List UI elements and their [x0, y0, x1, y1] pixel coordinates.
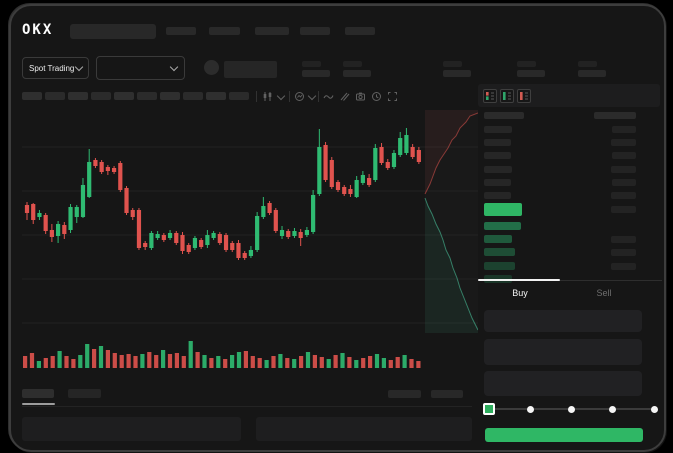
buy-tab-indicator — [478, 279, 560, 281]
indicators-icon[interactable] — [294, 91, 305, 102]
timeframe-button-4[interactable] — [91, 92, 111, 100]
market-type-dropdown[interactable]: Spot Trading — [22, 57, 89, 79]
timeframe-button-9[interactable] — [206, 92, 226, 100]
coin-icon — [204, 60, 219, 75]
orderbook-col-amount-header — [594, 112, 636, 119]
total-input[interactable] — [484, 371, 642, 396]
timeframe-button-8[interactable] — [183, 92, 203, 100]
line-tool-icon[interactable] — [323, 91, 334, 102]
ask-amount — [611, 139, 636, 147]
bid-row[interactable] — [478, 274, 662, 283]
ask-price — [484, 126, 512, 133]
ask-row[interactable] — [478, 139, 662, 147]
tab-buy[interactable]: Buy — [512, 288, 528, 298]
bid-price — [484, 248, 515, 257]
active-tab-underline — [22, 403, 55, 405]
nav-item-5[interactable] — [345, 27, 375, 35]
ask-price — [484, 152, 511, 160]
orderbook-view-asks-icon[interactable] — [517, 89, 531, 103]
timeframe-button-10[interactable] — [229, 92, 249, 100]
bid-row[interactable] — [478, 261, 662, 270]
chevron-down-icon[interactable] — [307, 91, 317, 101]
timeframe-button-5[interactable] — [114, 92, 134, 100]
ask-row[interactable] — [478, 152, 662, 160]
ask-amount — [612, 152, 636, 160]
chart-type-icon[interactable] — [262, 91, 273, 102]
divider — [22, 406, 472, 407]
amount-input[interactable] — [484, 339, 642, 365]
ask-amount — [611, 165, 636, 173]
pair-dropdown[interactable] — [96, 56, 185, 80]
nav-item-2[interactable] — [209, 27, 240, 35]
screenshot-icon[interactable] — [355, 91, 366, 102]
okx-logo: OKX — [22, 22, 54, 38]
ask-row[interactable] — [478, 126, 662, 134]
candlestick-chart — [22, 110, 478, 333]
bid-amount — [611, 236, 636, 244]
nav-item-4[interactable] — [300, 27, 330, 35]
draw-tool-icon[interactable] — [339, 91, 350, 102]
orders-tab-2[interactable] — [68, 389, 101, 398]
chevron-down-icon — [74, 62, 84, 72]
ask-row[interactable] — [478, 165, 662, 174]
slider-stop-50[interactable] — [568, 405, 575, 413]
tab-sell[interactable]: Sell — [596, 288, 612, 298]
orders-tab-active[interactable] — [22, 389, 54, 398]
orders-panel-left — [22, 417, 241, 441]
bid-price — [484, 274, 512, 283]
ask-price — [484, 192, 511, 199]
ask-price — [484, 178, 511, 186]
amount-slider-handle[interactable] — [483, 403, 495, 415]
slider-stop-100[interactable] — [650, 405, 658, 413]
orderbook-last-price[interactable] — [484, 203, 522, 216]
timeframe-button-2[interactable] — [45, 92, 65, 100]
volume-chart — [23, 341, 421, 368]
bid-row[interactable] — [478, 235, 662, 244]
slider-stop-75[interactable] — [609, 405, 617, 413]
chevron-down-icon — [169, 62, 179, 72]
bid-price — [484, 261, 515, 270]
bid-price — [484, 222, 521, 230]
bid-row[interactable] — [478, 248, 662, 257]
fullscreen-icon[interactable] — [387, 91, 398, 102]
orderbook-view-bids-icon[interactable] — [500, 89, 514, 103]
last-price-placeholder — [224, 61, 277, 78]
chevron-down-icon[interactable] — [276, 91, 286, 101]
ask-price — [484, 165, 512, 173]
bid-amount — [611, 262, 636, 270]
ask-amount — [612, 178, 636, 186]
orderbook-col-price-header — [484, 112, 524, 119]
bid-price — [484, 235, 512, 244]
ask-row[interactable] — [478, 192, 662, 200]
nav-item-1[interactable] — [166, 27, 196, 35]
orderbook-view-both-icon[interactable] — [483, 89, 497, 103]
tabs-divider — [478, 280, 662, 281]
timeframe-button-3[interactable] — [68, 92, 88, 100]
ask-row[interactable] — [478, 178, 662, 187]
market-type-label: Spot Trading — [29, 63, 75, 73]
history-clock-icon[interactable] — [371, 91, 382, 102]
search-input[interactable] — [70, 24, 156, 39]
ask-price — [484, 139, 511, 147]
ask-amount — [611, 192, 636, 199]
orders-panel-right — [256, 417, 472, 441]
nav-item-3[interactable] — [255, 27, 289, 35]
divider — [289, 91, 290, 102]
divider — [318, 91, 319, 102]
timeframe-button-6[interactable] — [137, 92, 157, 100]
timeframe-button-1[interactable] — [22, 92, 42, 100]
price-input[interactable] — [484, 310, 642, 332]
orders-action-1[interactable] — [388, 390, 421, 398]
orders-action-2[interactable] — [431, 390, 463, 398]
timeframe-button-7[interactable] — [160, 92, 180, 100]
bid-amount — [611, 249, 636, 257]
bid-row[interactable] — [478, 222, 662, 230]
orderbook-last-amount — [611, 206, 636, 213]
buy-submit-button[interactable] — [485, 428, 643, 442]
slider-stop-25[interactable] — [526, 405, 534, 413]
ask-amount — [612, 126, 636, 133]
divider — [256, 91, 257, 102]
